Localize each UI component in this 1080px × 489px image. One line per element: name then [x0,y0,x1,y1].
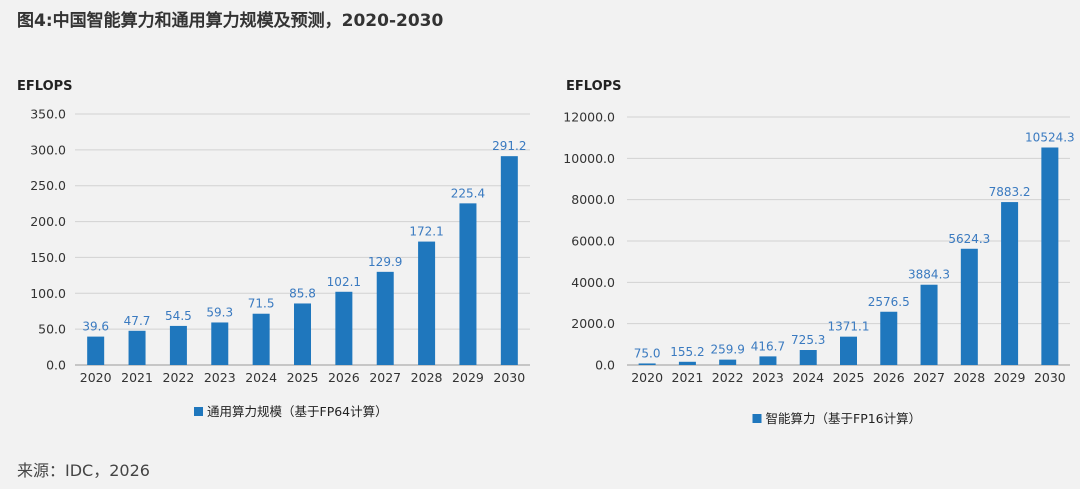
data-label: 259.9 [711,343,745,357]
y-tick-label: 350.0 [30,107,66,122]
data-label: 75.0 [634,346,661,360]
bar [1041,147,1059,365]
y-tick-label: 50.0 [38,322,66,337]
x-tick-label: 2021 [121,370,153,385]
y-tick-label: 250.0 [30,178,66,193]
x-tick-label: 2022 [163,370,195,385]
source-note: 来源：IDC，2026 [17,461,150,480]
data-label: 416.7 [751,339,785,353]
y-tick-label: 150.0 [30,250,66,265]
data-label: 129.9 [368,255,402,269]
data-label: 39.6 [82,320,109,334]
data-label: 1371.1 [828,320,870,334]
bar [880,311,898,365]
figure-title: 图4:中国智能算力和通用算力规模及预测，2020-2030 [17,11,444,31]
legend-label: 智能算力（基于FP16计算） [766,411,922,426]
y-tick-label: 300.0 [30,142,66,157]
x-tick-label: 2020 [631,370,663,385]
bar [335,291,353,365]
x-tick-label: 2030 [1034,370,1066,385]
y-tick-label: 8000.0 [571,192,615,207]
bar [1001,202,1019,365]
bar [500,156,518,365]
data-label: 10524.3 [1025,130,1075,144]
y-tick-label: 10000.0 [563,151,615,166]
x-tick-label: 2026 [328,370,360,385]
data-label: 3884.3 [908,268,950,282]
y-tick-label: 100.0 [30,286,66,301]
x-tick-label: 2028 [411,370,443,385]
x-tick-label: 2027 [913,370,945,385]
data-label: 172.1 [409,225,443,239]
x-tick-label: 2028 [953,370,985,385]
bar [418,241,436,365]
x-tick-label: 2026 [873,370,905,385]
x-tick-label: 2021 [672,370,704,385]
x-tick-label: 2023 [204,370,236,385]
bar [678,361,696,365]
legend-swatch [752,414,762,423]
y-tick-label: 4000.0 [571,275,615,290]
data-label: 7883.2 [989,185,1031,199]
bar [294,303,311,365]
x-tick-label: 2024 [792,370,824,385]
bar [638,363,656,365]
y-tick-label: 0.0 [595,358,615,373]
legend-swatch [194,407,203,416]
data-label: 225.4 [451,186,485,200]
y-tick-label: 12000.0 [563,110,615,125]
bar [799,350,817,365]
x-tick-label: 2023 [752,370,784,385]
data-label: 2576.5 [868,295,910,309]
x-tick-label: 2025 [833,370,865,385]
bar [87,336,105,365]
bar [211,322,229,365]
bar [169,325,187,365]
bar [719,359,737,365]
data-label: 47.7 [124,314,151,328]
x-tick-label: 2029 [994,370,1026,385]
y-tick-label: 200.0 [30,214,66,229]
x-tick-label: 2027 [369,370,401,385]
x-tick-label: 2020 [80,370,112,385]
y-unit-label: EFLOPS [566,79,622,94]
data-label: 71.5 [248,297,275,311]
x-tick-label: 2022 [712,370,744,385]
x-tick-label: 2024 [245,370,277,385]
data-label: 291.2 [492,139,526,153]
x-tick-label: 2029 [452,370,484,385]
chart-general-compute: EFLOPS 0.0 50.0 100.0 150.0 200.0 250.0 300.0 35… [17,79,530,419]
bar [376,271,394,365]
bar [759,356,777,365]
x-tick-label: 2030 [493,370,525,385]
data-label: 725.3 [791,333,825,347]
data-label: 59.3 [206,305,233,319]
x-tick-label: 2025 [287,370,319,385]
y-tick-label: 6000.0 [571,234,615,249]
bar [960,248,978,365]
data-label: 85.8 [289,286,316,300]
legend-label: 通用算力规模（基于FP64计算） [207,404,388,419]
bar [459,203,477,365]
data-label: 155.2 [670,345,704,359]
data-label: 54.5 [165,309,192,323]
y-tick-label: 2000.0 [571,316,615,331]
y-tick-label: 0.0 [46,358,66,373]
data-label: 5624.3 [948,232,990,246]
bar [920,284,938,365]
bar [128,330,146,365]
bar [252,313,270,365]
y-unit-label: EFLOPS [17,79,73,94]
chart-intelligent-compute: EFLOPS 0.0 2000.0 4000.0 6000.0 8000.0 10000.0… [563,79,1074,426]
data-label: 102.1 [327,275,361,289]
bar [840,336,857,365]
